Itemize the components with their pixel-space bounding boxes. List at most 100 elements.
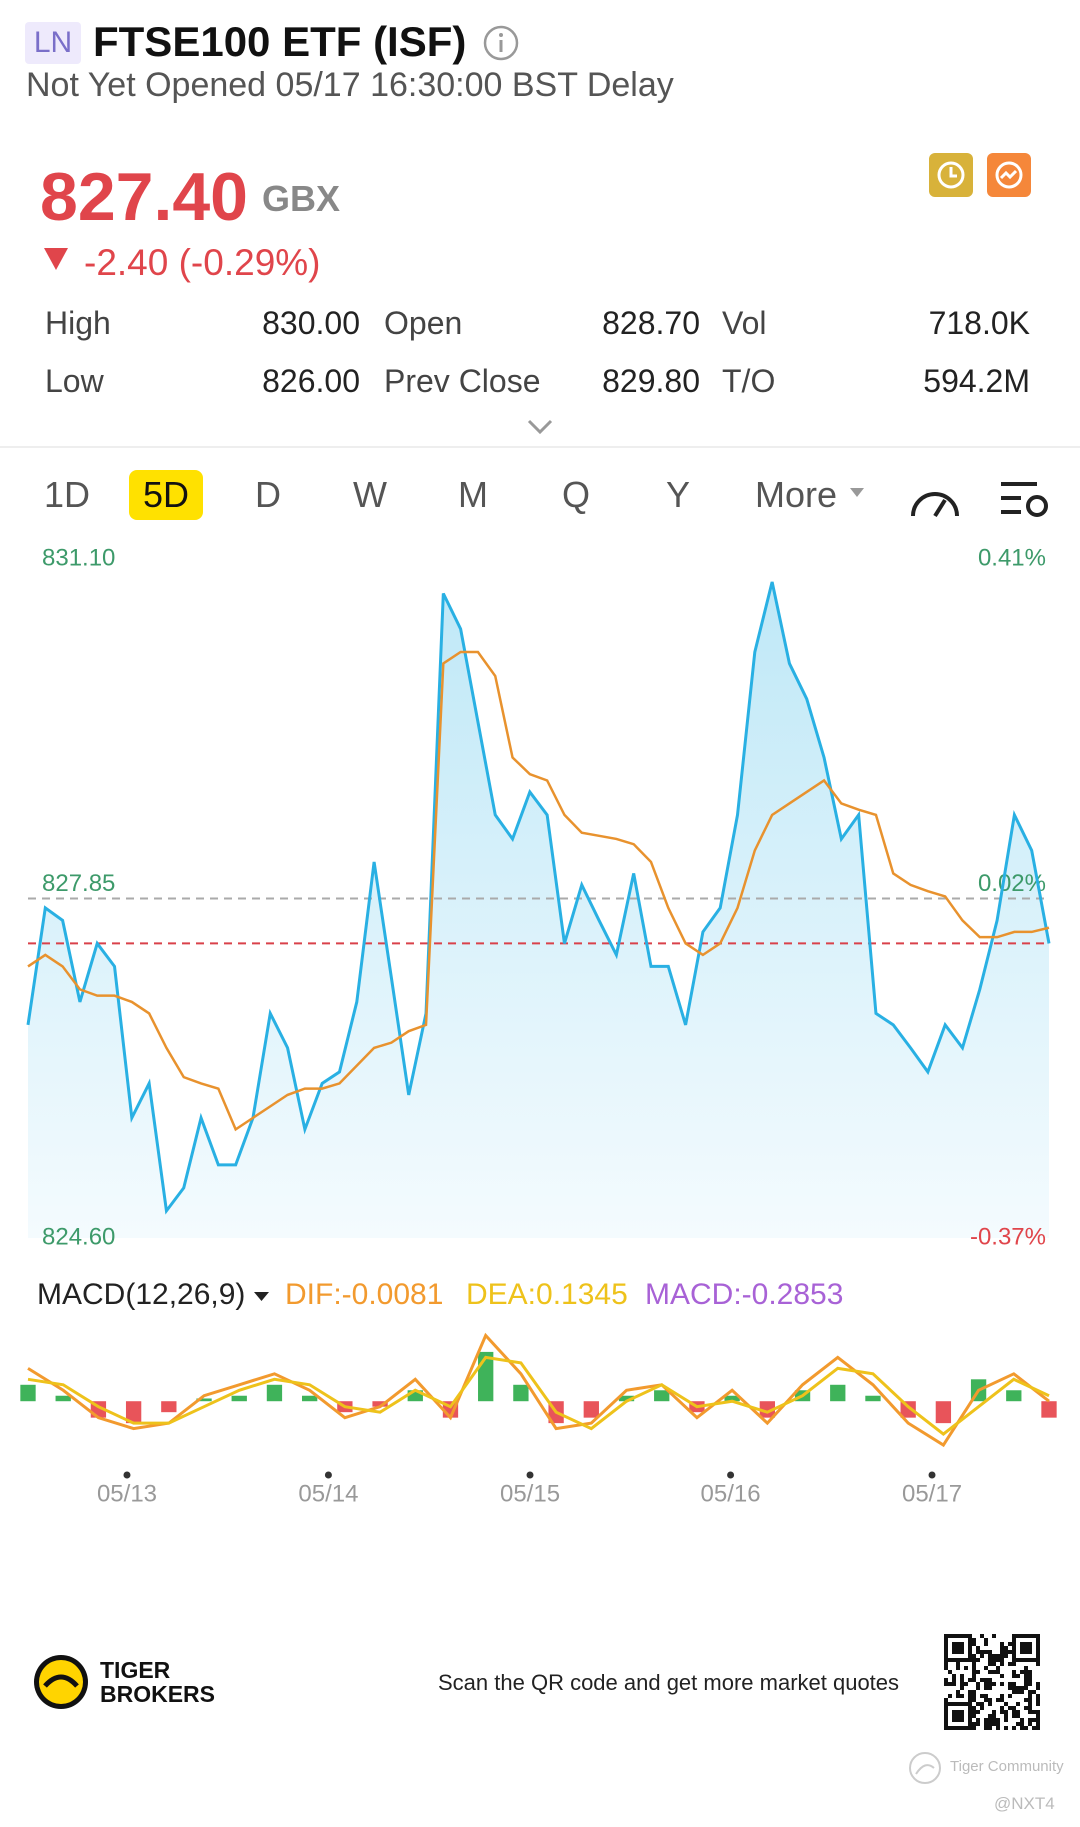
brand-top: TIGER (100, 1657, 171, 1683)
qr-cell (972, 1706, 976, 1710)
tab[interactable]: More (755, 474, 838, 515)
qr-cell (972, 1670, 976, 1674)
tab[interactable]: M (458, 474, 488, 515)
qr-cell (984, 1666, 988, 1670)
qr-cell (944, 1662, 948, 1666)
stat-value: 594.2M (923, 363, 1030, 399)
macd-bar (935, 1401, 952, 1424)
qr-cell (988, 1714, 992, 1718)
qr-cell (976, 1646, 980, 1650)
qr-cell (1020, 1642, 1032, 1654)
qr-cell (1008, 1642, 1012, 1646)
tab[interactable]: 5D (129, 470, 204, 520)
info-icon[interactable] (482, 24, 520, 62)
x-tick-label: 05/14 (298, 1480, 358, 1507)
x-tick-label: 05/16 (701, 1480, 761, 1507)
tab[interactable]: Y (666, 474, 691, 515)
stat-label: High (45, 305, 111, 341)
qr-cell (972, 1658, 976, 1662)
tab[interactable]: D (255, 474, 281, 515)
macd-bar (55, 1395, 71, 1402)
qr-cell (1016, 1714, 1020, 1718)
qr-cell (1012, 1662, 1016, 1666)
qr-cell (984, 1642, 988, 1646)
y2-tick-label: 0.41% (978, 544, 1046, 571)
qr-cell (972, 1726, 976, 1730)
macd-bar (1006, 1390, 1022, 1402)
qr-cell (992, 1670, 996, 1674)
qr-cell (972, 1710, 976, 1714)
macd-bar (161, 1401, 177, 1413)
qr-cell (976, 1658, 980, 1662)
qr-cell (976, 1670, 980, 1674)
macd-caret[interactable] (253, 1291, 271, 1303)
qr-cell (944, 1682, 948, 1686)
chart-tools[interactable] (905, 476, 1055, 524)
qr-cell (948, 1670, 952, 1674)
qr-cell (996, 1670, 1000, 1674)
qr-cell (1012, 1682, 1016, 1686)
qr-cell (956, 1694, 960, 1698)
tab[interactable]: 1D (44, 474, 91, 515)
qr-cell (1036, 1702, 1040, 1706)
qr-cell (1036, 1714, 1040, 1718)
qr-cell (1028, 1678, 1032, 1682)
qr-cell (984, 1694, 988, 1698)
qr-cell (1028, 1682, 1032, 1686)
tab[interactable]: W (353, 474, 387, 515)
qr-cell (1020, 1718, 1024, 1722)
qr-cell (1036, 1698, 1040, 1702)
qr-cell (1004, 1710, 1008, 1714)
qr-cell (976, 1718, 980, 1722)
qr-cell (968, 1690, 972, 1694)
macd-bar (724, 1395, 740, 1402)
qr-cell (964, 1682, 968, 1686)
qr-cell (1008, 1686, 1012, 1690)
qr-cell (1020, 1690, 1024, 1694)
expand-chevron[interactable] (526, 418, 554, 436)
qr-cell (1000, 1642, 1004, 1646)
tool-icons[interactable] (928, 152, 1032, 198)
qr-cell (972, 1698, 976, 1702)
down-arrow (44, 248, 68, 270)
qr-cell (980, 1702, 984, 1706)
qr-cell (988, 1654, 992, 1658)
x-tick-dot (324, 1471, 332, 1479)
qr-cell (1036, 1710, 1040, 1714)
qr-cell (1036, 1694, 1040, 1698)
tab[interactable]: Q (562, 474, 591, 515)
qr-cell (988, 1670, 992, 1674)
stat-value: 828.70 (602, 305, 700, 341)
qr-cell (988, 1722, 992, 1726)
qr-cell (988, 1718, 992, 1722)
qr-cell (976, 1702, 980, 1706)
stat-label: Open (384, 305, 463, 341)
macd-legend-item: DEA:0.1345 (466, 1278, 628, 1311)
qr-cell (988, 1682, 992, 1686)
x-tick-label: 05/17 (902, 1480, 962, 1507)
dea-line (27, 1355, 1050, 1436)
dif-line (27, 1332, 1050, 1448)
qr-cell (992, 1634, 996, 1638)
currency: GBX (262, 178, 341, 219)
qr-cell (968, 1698, 972, 1702)
macd-bar (513, 1384, 529, 1402)
more-caret[interactable] (848, 486, 868, 500)
qr-cell (1028, 1706, 1032, 1710)
divider (0, 446, 1080, 448)
qr-cell (1004, 1714, 1008, 1718)
title: FTSE100 ETF (ISF) (93, 18, 467, 65)
macd-bar (1041, 1401, 1057, 1418)
qr-cell (984, 1638, 988, 1642)
macd-bar (20, 1384, 36, 1402)
qr-cell (980, 1654, 984, 1658)
qr-cell (996, 1658, 1000, 1662)
qr-cell (1028, 1690, 1032, 1694)
qr-cell (1016, 1702, 1020, 1706)
y2-tick-label: -0.37% (970, 1223, 1046, 1250)
qr-cell (1028, 1722, 1032, 1726)
qr-cell (960, 1674, 964, 1678)
qr-cell (980, 1706, 984, 1710)
macd-title: MACD(12,26,9) (37, 1278, 246, 1311)
macd-bar (301, 1395, 318, 1402)
